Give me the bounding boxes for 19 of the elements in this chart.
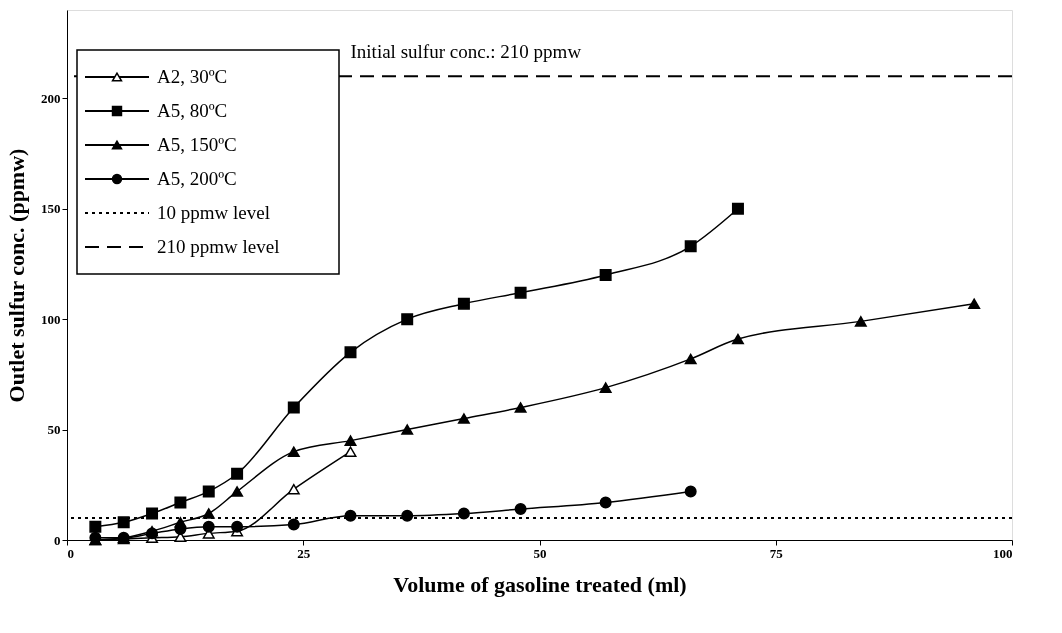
y-axis-title: Outlet sulfur conc. (ppmw) (4, 148, 29, 403)
y-tick-label: 100 (41, 311, 61, 327)
x-tick-label: 50 (533, 545, 547, 561)
annotation: Initial sulfur conc.: 210 ppmw (350, 41, 582, 63)
legend-label: 210 ppmw level (157, 236, 280, 257)
y-tick-label: 0 (54, 532, 61, 548)
x-tick-label: 100 (993, 545, 1013, 561)
x-tick-label: 75 (769, 545, 784, 561)
legend-label: 10 ppmw level (157, 202, 270, 223)
y-tick-label: 150 (41, 201, 61, 217)
y-tick-label: 50 (47, 422, 61, 438)
legend-label: A5, 150ºC (157, 134, 237, 155)
x-tick-label: 25 (297, 545, 311, 561)
legend-label: A5, 80ºC (157, 100, 228, 121)
legend-label: A2, 30ºC (157, 66, 228, 87)
x-tick-label: 0 (67, 545, 74, 561)
legend-label: A5, 200ºC (157, 168, 237, 189)
y-tick-label: 200 (41, 90, 61, 106)
x-axis-title: Volume of gasoline treated (ml) (393, 571, 687, 597)
